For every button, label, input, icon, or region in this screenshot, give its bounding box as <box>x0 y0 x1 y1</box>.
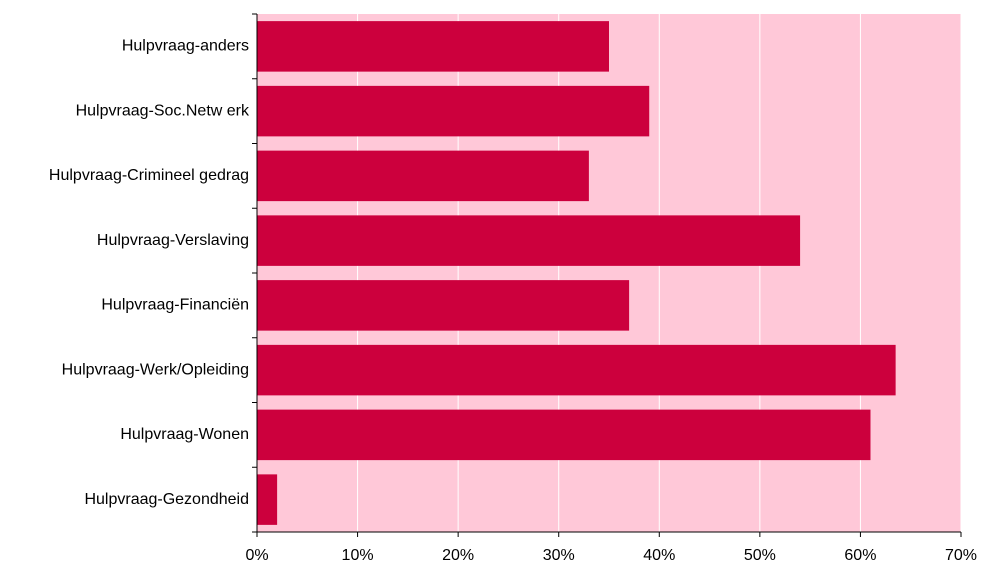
axes <box>252 13 962 537</box>
category-label: Hulpvraag-Financiën <box>101 297 249 314</box>
x-tick-label: 40% <box>643 547 675 564</box>
x-tick-label: 60% <box>844 547 876 564</box>
bar <box>257 215 801 266</box>
x-tick-label: 0% <box>245 547 268 564</box>
bar <box>257 280 630 331</box>
category-label: Hulpvraag-Werk/Opleiding <box>62 361 249 378</box>
x-tick-label: 70% <box>945 547 977 564</box>
category-label: Hulpvraag-Crimineel gedrag <box>49 167 249 184</box>
x-tick-label: 50% <box>744 547 776 564</box>
bar <box>257 409 871 461</box>
category-label: Hulpvraag-anders <box>122 38 249 55</box>
category-label: Hulpvraag-Gezondheid <box>84 491 249 508</box>
category-label: Hulpvraag-Soc.Netw erk <box>76 102 250 119</box>
bar <box>257 85 650 137</box>
x-tick-label: 10% <box>342 547 374 564</box>
x-tick-labels: 0% 10% 20% 30% 40% 50% 60% 70% <box>245 547 977 564</box>
bar <box>257 474 278 525</box>
category-label: Hulpvraag-Wonen <box>120 426 249 443</box>
x-tick-label: 20% <box>442 547 474 564</box>
bar <box>257 150 589 202</box>
bars <box>257 21 896 525</box>
category-label: Hulpvraag-Verslaving <box>97 232 249 249</box>
category-labels: Hulpvraag-anders Hulpvraag-Soc.Netw erk Hu… <box>49 38 250 508</box>
bar <box>257 344 896 396</box>
x-tick-label: 30% <box>543 547 575 564</box>
bar <box>257 21 609 72</box>
